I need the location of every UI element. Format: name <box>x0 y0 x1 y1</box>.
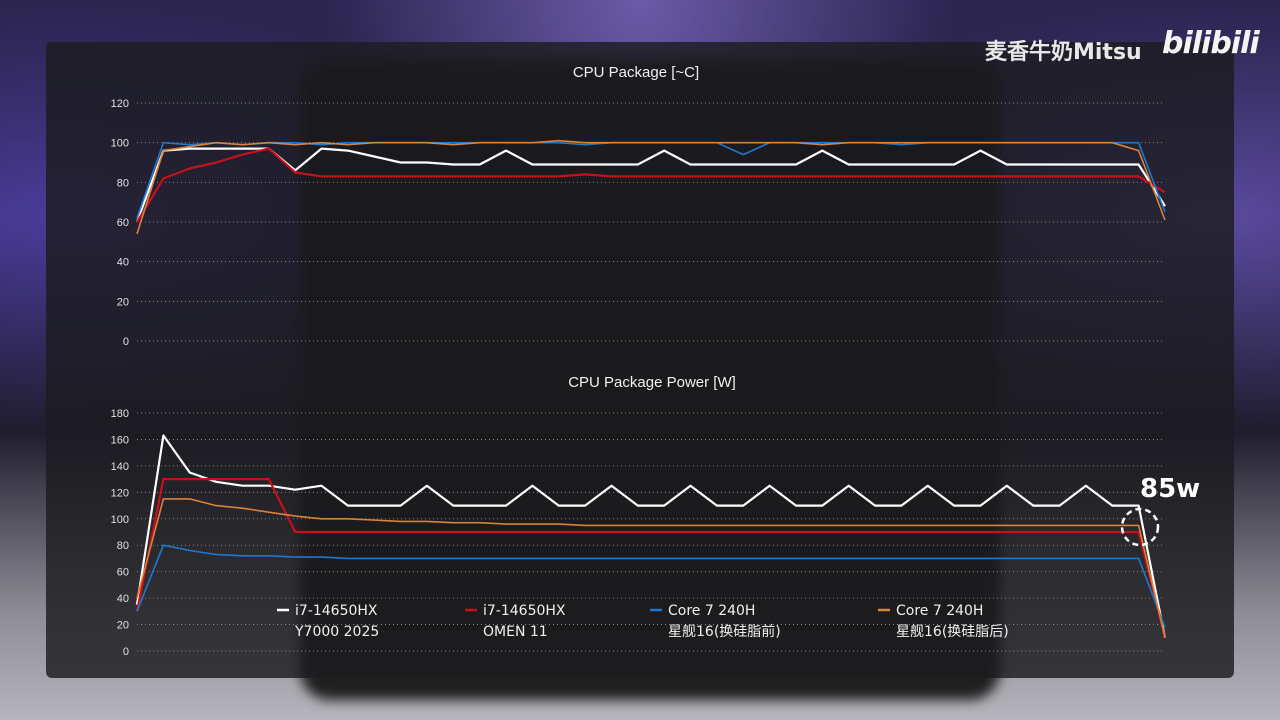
legend-label: i7-14650HX <box>295 603 378 619</box>
y-tick-label: 100 <box>111 514 129 526</box>
y-tick-label: 120 <box>111 98 129 110</box>
series-line-3 <box>136 544 1166 628</box>
y-tick-label: 40 <box>117 593 129 605</box>
series-line-3 <box>136 141 1166 219</box>
y-tick-label: 60 <box>117 217 129 229</box>
chart-title-temperature: CPU Package [~C] <box>573 64 699 81</box>
series-line-4 <box>136 498 1166 638</box>
annotation-85w: 85w <box>1140 474 1201 504</box>
annotation-circle <box>1120 507 1160 547</box>
series-line-4 <box>136 139 1166 235</box>
y-tick-label: 0 <box>123 646 129 658</box>
y-tick-label: 60 <box>117 567 129 579</box>
chart-title-power: CPU Package Power [W] <box>568 374 736 391</box>
series-line-2 <box>136 147 1166 223</box>
y-tick-label: 0 <box>123 336 129 348</box>
series-line-1 <box>135 434 1167 639</box>
series-line-1 <box>135 147 1166 223</box>
y-tick-label: 160 <box>111 434 129 446</box>
y-tick-label: 120 <box>111 487 129 499</box>
legend-sublabel: Y7000 2025 <box>294 624 379 640</box>
legend-sublabel: OMEN 11 <box>483 624 548 640</box>
y-tick-label: 80 <box>117 540 129 552</box>
y-tick-label: 140 <box>111 461 129 473</box>
y-tick-label: 20 <box>117 620 129 632</box>
legend-label: Core 7 240H <box>668 603 755 619</box>
series-line-2 <box>135 478 1167 639</box>
bilibili-logo: bilibili <box>1162 26 1260 61</box>
y-tick-label: 20 <box>117 296 129 308</box>
watermark-author: 麦香牛奶Mitsu <box>985 40 1142 65</box>
legend-label: i7-14650HX <box>483 603 566 619</box>
legend-sublabel: 星舰16(换硅脂后) <box>896 623 1009 640</box>
legend-sublabel: 星舰16(换硅脂前) <box>668 623 781 640</box>
legend-label: Core 7 240H <box>896 603 983 619</box>
y-tick-label: 80 <box>117 177 129 189</box>
y-tick-label: 180 <box>111 408 129 420</box>
y-tick-label: 40 <box>117 257 129 269</box>
y-tick-label: 100 <box>111 138 129 150</box>
